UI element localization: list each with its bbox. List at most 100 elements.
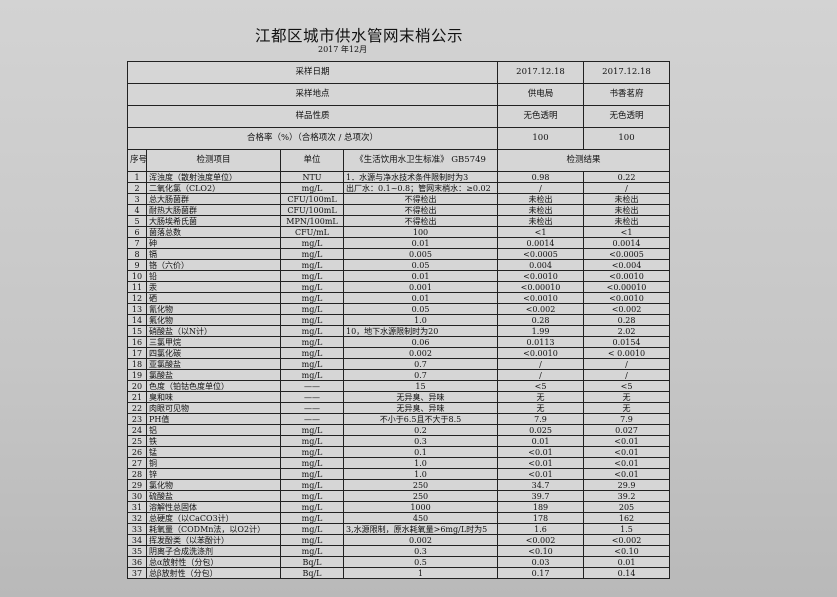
pass-rate-label: 合格率（%）（合格项次 / 总项次） [126, 127, 499, 150]
item-name: 总硬度（以CaCO3计） [146, 512, 281, 524]
result-site-1: 未检出 [497, 215, 585, 227]
standard-limit: 0.01 [342, 270, 499, 282]
standard-limit: 0.7 [342, 358, 499, 370]
row-no: 18 [127, 358, 147, 370]
col-unit: 单位 [280, 149, 344, 172]
sample-nature-2: 无色透明 [583, 105, 671, 128]
row-no: 20 [127, 380, 147, 392]
result-site-1: <0.0010 [497, 292, 585, 304]
unit: mg/L [280, 281, 344, 293]
item-name: 总β放射性（分包） [146, 567, 281, 579]
item-name: 四氯化碳 [146, 347, 281, 359]
table-row: 32 总硬度（以CaCO3计） mg/L 450 178 162 [127, 512, 671, 524]
result-site-2: 无 [583, 402, 671, 414]
result-site-2: <0.004 [583, 259, 671, 271]
table-row: 1 浑浊度（散射浊度单位） NTU 1．水源与净水技术条件限制时为3 0.98 0.22 [127, 171, 671, 183]
item-name: 三氯甲烷 [146, 336, 281, 348]
unit: mg/L [280, 435, 344, 447]
result-site-1: 1.6 [497, 523, 585, 535]
result-site-1: <0.10 [497, 545, 585, 557]
result-site-1: / [497, 182, 585, 194]
item-name: 菌落总数 [146, 226, 281, 238]
result-site-2: 29.9 [583, 479, 671, 491]
item-name: 镉 [146, 248, 281, 260]
result-site-1: 无 [497, 391, 585, 403]
row-no: 27 [127, 457, 147, 469]
result-site-1: <0.002 [497, 303, 585, 315]
result-site-1: <1 [497, 226, 585, 238]
page-subtitle: 2017 年12月 [318, 45, 368, 54]
unit: mg/L [280, 182, 344, 194]
result-site-2: 0.14 [583, 567, 671, 579]
standard-limit: 不得检出 [342, 215, 499, 227]
result-site-1: 0.025 [497, 424, 585, 436]
standard-limit: 无异臭、异味 [342, 402, 499, 414]
table-row: 14 氟化物 mg/L 1.0 0.28 0.28 [127, 314, 671, 326]
result-site-1: <0.01 [497, 468, 585, 480]
unit: mg/L [280, 446, 344, 458]
result-site-1: / [497, 358, 585, 370]
item-name: 溶解性总固体 [146, 501, 281, 513]
row-no: 1 [127, 171, 147, 183]
result-site-2: 0.28 [583, 314, 671, 326]
item-name: 二氧化氯（CLO2） [146, 182, 281, 194]
result-site-2: <0.0010 [583, 292, 671, 304]
header-row-sampling-date: 采样日期 2017.12.18 2017.12.18 [126, 61, 671, 84]
table-row: 6 菌落总数 CFU/mL 100 <1 <1 [127, 226, 671, 238]
unit: mg/L [280, 248, 344, 260]
unit: mg/L [280, 534, 344, 546]
sampling-site-label: 采样地点 [126, 83, 499, 106]
item-name: 铁 [146, 435, 281, 447]
standard-limit: 250 [342, 490, 499, 502]
item-name: 耗氧量（CODMn法，以O2计） [146, 523, 281, 535]
unit: mg/L [280, 270, 344, 282]
unit: mg/L [280, 468, 344, 480]
item-name: 氯化物 [146, 479, 281, 491]
row-no: 15 [127, 325, 147, 337]
standard-limit: 15 [342, 380, 499, 392]
result-site-1: 1.99 [497, 325, 585, 337]
standard-limit: 0.05 [342, 259, 499, 271]
standard-limit: 不得检出 [342, 193, 499, 205]
item-name: 氯酸盐 [146, 369, 281, 381]
table-row: 23 PH值 —— 不小于6.5且不大于8.5 7.9 7.9 [127, 413, 671, 425]
result-site-1: 无 [497, 402, 585, 414]
standard-limit: 0.002 [342, 347, 499, 359]
unit: Bq/L [280, 556, 344, 568]
result-site-2: 0.027 [583, 424, 671, 436]
unit: CFU/mL [280, 226, 344, 238]
unit: mg/L [280, 303, 344, 315]
item-name: 耐热大肠菌群 [146, 204, 281, 216]
result-site-1: 0.03 [497, 556, 585, 568]
result-site-1: 178 [497, 512, 585, 524]
item-name: 总α放射性（分包） [146, 556, 281, 568]
item-name: PH值 [146, 413, 281, 425]
col-standard: 《生活饮用水卫生标准》 GB5749 [342, 149, 499, 172]
table-row: 9 铬（六价） mg/L 0.05 0.004 <0.004 [127, 259, 671, 271]
unit: MPN/100mL [280, 215, 344, 227]
result-site-2: / [583, 369, 671, 381]
unit: mg/L [280, 479, 344, 491]
result-site-1: 0.98 [497, 171, 585, 183]
table-row: 10 铅 mg/L 0.01 <0.0010 <0.0010 [127, 270, 671, 282]
item-name: 锰 [146, 446, 281, 458]
table-row: 33 耗氧量（CODMn法，以O2计） mg/L 3,水源限制，原水耗氧量>6mg/L… [127, 523, 671, 535]
table-row: 13 氰化物 mg/L 0.05 <0.002 <0.002 [127, 303, 671, 315]
result-site-2: <0.01 [583, 457, 671, 469]
standard-limit: 10，地下水源限制时为20 [342, 325, 499, 337]
table-row: 37 总β放射性（分包） Bq/L 1 0.17 0.14 [127, 567, 671, 579]
result-site-2: <0.002 [583, 534, 671, 546]
result-site-1: 7.9 [497, 413, 585, 425]
standard-limit: 1 [342, 567, 499, 579]
standard-limit: 0.06 [342, 336, 499, 348]
unit: mg/L [280, 501, 344, 513]
result-site-1: 0.0014 [497, 237, 585, 249]
sampling-date-1: 2017.12.18 [497, 61, 585, 84]
standard-limit: 出厂水：0.1~0.8；管网末梢水：≥0.02 [342, 182, 499, 194]
result-site-1: <0.0010 [497, 270, 585, 282]
item-name: 硒 [146, 292, 281, 304]
result-site-2: <0.01 [583, 435, 671, 447]
row-no: 3 [127, 193, 147, 205]
water-quality-table: 采样日期 2017.12.18 2017.12.18 采样地点 供电局 书香茗府… [126, 61, 671, 579]
result-site-2: 0.0154 [583, 336, 671, 348]
